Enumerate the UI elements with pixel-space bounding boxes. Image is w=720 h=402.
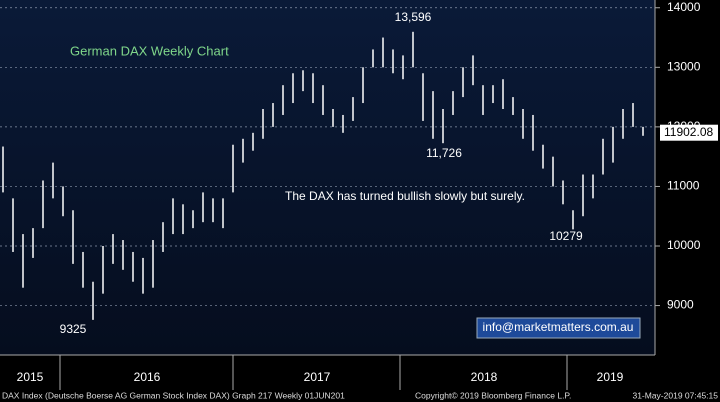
y-tick-label: 10000 [667,238,701,252]
footer-text: 31-May-2019 07:45:15 [632,390,718,400]
y-tick-label: 11000 [667,179,700,193]
y-tick-label: 14000 [667,0,701,14]
contact: info@marketmatters.com.au [483,320,634,334]
x-label: 2017 [304,370,331,384]
annotation: 10279 [549,229,583,243]
x-label: 2018 [471,370,498,384]
chart-title: German DAX Weekly Chart [70,43,229,58]
year-dividers [59,355,568,390]
last-price: 11902.08 [664,125,713,139]
y-tick-label: 13000 [667,59,701,73]
last-price-box [660,124,718,141]
footer-text: DAX Index (Deutsche Boerse AG German Sto… [2,390,345,400]
annotation: The DAX has turned bullish slowly but su… [285,189,525,203]
x-label: 2015 [17,370,44,384]
x-label: 2019 [597,370,624,384]
y-tick-label: 9000 [667,298,694,312]
x-label: 2016 [134,370,161,384]
annotation: 11,726 [426,146,462,160]
annotation: 9325 [60,322,87,336]
contact-box [476,317,641,339]
annotation: 13,596 [395,10,432,24]
footer-text: Copyright© 2019 Bloomberg Finance L.P. [415,390,571,400]
status-bar [0,390,720,402]
plot-area [0,0,655,355]
